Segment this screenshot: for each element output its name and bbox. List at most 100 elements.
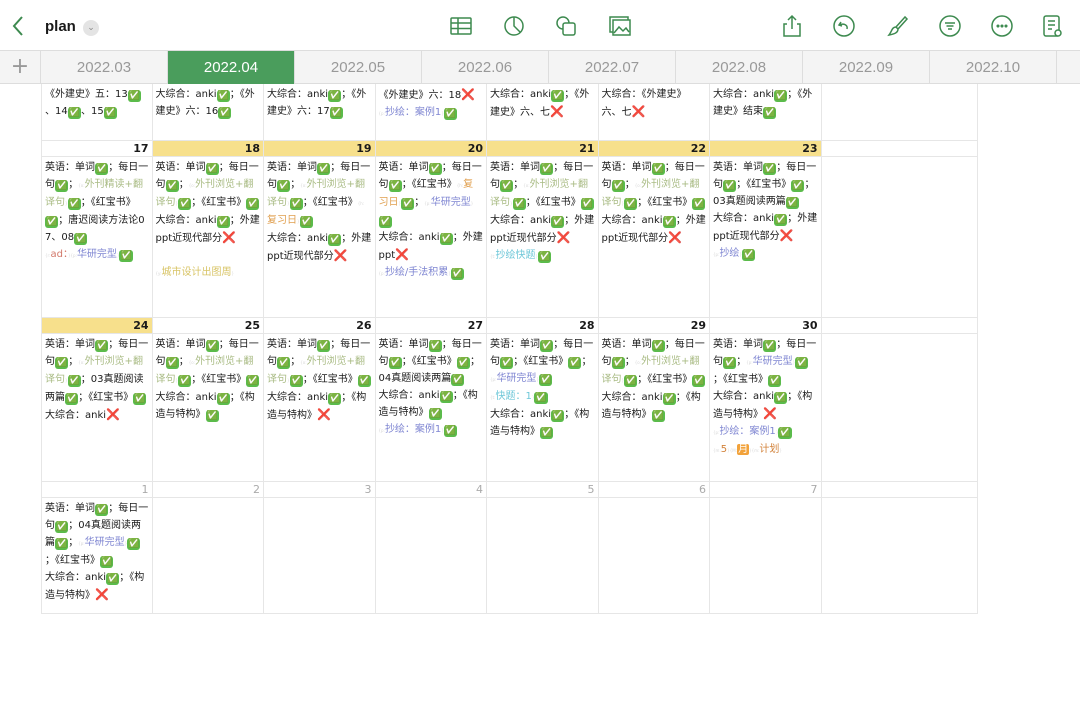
brush-icon[interactable]: [885, 14, 909, 38]
task-line: 英语：单词✅；每日一句✅；《红宝书》{h:复习日}✅；{p:华研完型}✅: [378, 162, 482, 228]
day-cell[interactable]: 英语：单词✅；每日一句✅；{o:外刊精读+翻译句}✅；《红宝书》✅；唐迟阅读方法…: [41, 157, 153, 318]
check-icon: ✅: [317, 163, 331, 175]
day-cell[interactable]: [487, 498, 599, 614]
cross-icon: ❌: [631, 105, 646, 118]
task-line: {r:ad：}{p:华研完型}✅: [45, 246, 149, 264]
day-cell[interactable]: 大综合：anki✅；《外建史》结束✅: [710, 84, 822, 141]
day-cell[interactable]: [598, 498, 710, 614]
task-line: 英语：单词✅；每日一句✅；04真题阅读两篇✅；{p:华研完型}✅；《红宝书》✅: [45, 503, 149, 568]
color-tag: }: [775, 430, 779, 435]
check-icon: ✅: [218, 107, 232, 119]
task-line: 英语：单词✅；每日一句✅；《红宝书》✅；04真题阅读两篇✅: [378, 339, 482, 386]
tab-2022.03[interactable]: 2022.03: [41, 51, 168, 84]
tab-2022.09[interactable]: 2022.09: [803, 51, 930, 84]
task-line: 英语：单词✅；每日一句✅；{o:外刊浏览+翻译句}✅；《红宝书》✅: [601, 339, 706, 387]
day-cell[interactable]: 英语：单词✅；每日一句✅；《红宝书》✅；04真题阅读两篇✅ 大综合：anki✅；《…: [375, 334, 487, 482]
tab-2022.06[interactable]: 2022.06: [422, 51, 549, 84]
day-cell[interactable]: 大综合：anki✅；《外建史》六：16✅: [152, 84, 264, 141]
table-icon[interactable]: [449, 14, 473, 38]
check-icon: ✅: [216, 216, 230, 228]
day-cell[interactable]: 英语：单词✅；每日一句✅；《红宝书》✅；{p:华研完型}✅ {t:快题：1}✅ 大综…: [487, 334, 599, 482]
day-cell[interactable]: [152, 498, 264, 614]
week-row: 《外建史》五：13✅、14✅、15✅ 大综合：anki✅；《外建史》六：16✅ 大综…: [41, 84, 978, 141]
task-line: 英语：单词✅；每日一句✅；{o:外刊浏览+翻译句}✅；《红宝书》{h:复习日}✅: [267, 162, 371, 228]
day-cell[interactable]: 英语：单词✅；每日一句✅；04真题阅读两篇✅；{p:华研完型}✅；《红宝书》✅ 大…: [41, 498, 153, 614]
day-cell[interactable]: 英语：单词✅；每日一句✅；{p:华研完型}✅；《红宝书》✅ 大综合：anki✅；《…: [710, 334, 822, 482]
media-icon[interactable]: [608, 14, 632, 38]
check-icon: ✅: [45, 216, 59, 228]
more-icon[interactable]: [990, 14, 1014, 38]
day-cell[interactable]: 英语：单词✅；每日一句✅；{o:外刊浏览+翻译句}✅；《红宝书》✅ 大综合：ank…: [598, 157, 710, 318]
chevron-down-icon[interactable]: ⌄: [83, 20, 99, 36]
tagged-text: 计划: [759, 444, 780, 455]
task-line: 英语：单词✅；每日一句✅；{o:外刊浏览+翻译句}✅；《红宝书》✅: [267, 339, 371, 387]
check-icon: ✅: [205, 340, 219, 352]
check-icon: ✅: [512, 198, 526, 210]
check-icon: ✅: [289, 198, 303, 210]
empty-cell: [821, 498, 978, 614]
undo-icon[interactable]: [832, 14, 856, 38]
tagged-text: 外刊浏览+翻译句: [155, 356, 254, 385]
cross-icon: ❌: [395, 248, 409, 261]
check-icon: ✅: [651, 340, 665, 352]
format-icon[interactable]: [938, 14, 962, 38]
document-title[interactable]: plan: [45, 18, 76, 35]
date-number: 6: [598, 482, 710, 498]
tab-2022.07[interactable]: 2022.07: [549, 51, 676, 84]
day-cell[interactable]: 英语：单词✅；每日一句✅；{o:外刊浏览+翻译句}✅；《红宝书》{h:复习日}✅…: [264, 157, 376, 318]
color-tag: }: [749, 448, 752, 453]
task-line: {p:抄绘：案例1}✅: [379, 421, 484, 439]
day-cell[interactable]: 英语：单词✅；每日一句✅；{o:外刊浏览+翻译句}✅；《红宝书》✅ 大综合：ank…: [598, 334, 710, 482]
back-icon[interactable]: [10, 14, 26, 38]
tagged-text: 华研完型: [430, 197, 471, 208]
date-number: 2: [152, 482, 264, 498]
check-icon: ✅: [55, 521, 69, 533]
day-cell[interactable]: [710, 498, 822, 614]
tagged-text: 外刊浏览+翻译句: [267, 179, 365, 208]
day-cell[interactable]: [264, 498, 376, 614]
task-line: {m:5}{M:月}{m:计划}: [713, 441, 818, 459]
check-icon: ✅: [538, 374, 553, 386]
color-tag: {r:: [45, 253, 51, 258]
task-line: 大综合：anki✅；《构造与特构》✅: [155, 392, 255, 422]
date-number: 7: [710, 482, 822, 498]
color-tag: }: [531, 395, 535, 400]
day-cell[interactable]: 英语：单词✅；每日一句✅；《红宝书》✅；03真题阅读两篇✅ 大综合：anki✅；外…: [710, 157, 822, 318]
day-cell[interactable]: 英语：单词✅；每日一句✅；{o:外刊浏览+翻译句}✅；03真题阅读两篇✅；《红宝…: [41, 334, 153, 482]
chart-icon[interactable]: [502, 14, 526, 38]
toolbar: plan ⌄: [0, 0, 1080, 50]
tagged-text: 外刊浏览+翻译句: [155, 179, 254, 208]
task-line: 大综合：anki✅；《构造与特构》❌: [713, 391, 813, 420]
tab-2022.08[interactable]: 2022.08: [676, 51, 803, 84]
check-icon: ✅: [328, 90, 342, 102]
day-cell[interactable]: 英语：单词✅；每日一句✅；{o:外刊浏览+翻译句}✅；《红宝书》✅ 大综合：ank…: [152, 157, 264, 318]
day-cell[interactable]: 大综合：anki✅；《外建史》六：17✅: [264, 84, 376, 141]
color-tag: {p:: [713, 430, 720, 435]
check-icon: ✅: [611, 180, 625, 192]
cross-icon: ❌: [556, 231, 571, 244]
add-sheet-button[interactable]: +: [0, 51, 41, 84]
check-icon: ✅: [388, 357, 402, 369]
week-row: 英语：单词✅；每日一句✅；{o:外刊精读+翻译句}✅；《红宝书》✅；唐迟阅读方法…: [41, 157, 978, 318]
day-cell[interactable]: 英语：单词✅；每日一句✅；{o:外刊浏览+翻译句}✅；《红宝书》✅ 大综合：ank…: [264, 334, 376, 482]
empty-cell: [821, 318, 978, 334]
share-icon[interactable]: [780, 14, 804, 38]
day-cell[interactable]: 大综合：anki✅；《外建史》六、七❌: [487, 84, 599, 141]
tab-2022.05[interactable]: 2022.05: [295, 51, 422, 84]
day-cell[interactable]: 《外建史》六：18❌ {p:抄绘：案例1}✅: [375, 84, 487, 141]
check-icon: ✅: [178, 375, 192, 387]
document-view-icon[interactable]: [1040, 14, 1064, 38]
day-cell[interactable]: 大综合：《外建史》六、七❌: [598, 84, 710, 141]
tab-2022.10[interactable]: 2022.10: [930, 51, 1057, 84]
day-cell[interactable]: 英语：单词✅；每日一句✅；《红宝书》{h:复习日}✅；{p:华研完型}✅ 大综合：…: [375, 157, 487, 318]
day-cell[interactable]: 《外建史》五：13✅、14✅、15✅: [41, 84, 153, 141]
check-icon: ✅: [450, 268, 465, 280]
day-cell[interactable]: 英语：单词✅；每日一句✅；{o:外刊浏览+翻译句}✅；《红宝书》✅ 大综合：ank…: [152, 334, 264, 482]
color-tag: {m:: [751, 448, 760, 453]
tab-2022.04[interactable]: 2022.04: [168, 51, 295, 84]
check-icon: ✅: [651, 410, 665, 422]
day-cell[interactable]: 英语：单词✅；每日一句✅；{o:外刊浏览+翻译句}✅；《红宝书》✅ 大综合：ank…: [487, 157, 599, 318]
day-cell[interactable]: [375, 498, 487, 614]
tagged-text: 月: [737, 444, 750, 455]
shapes-icon[interactable]: [554, 14, 578, 38]
